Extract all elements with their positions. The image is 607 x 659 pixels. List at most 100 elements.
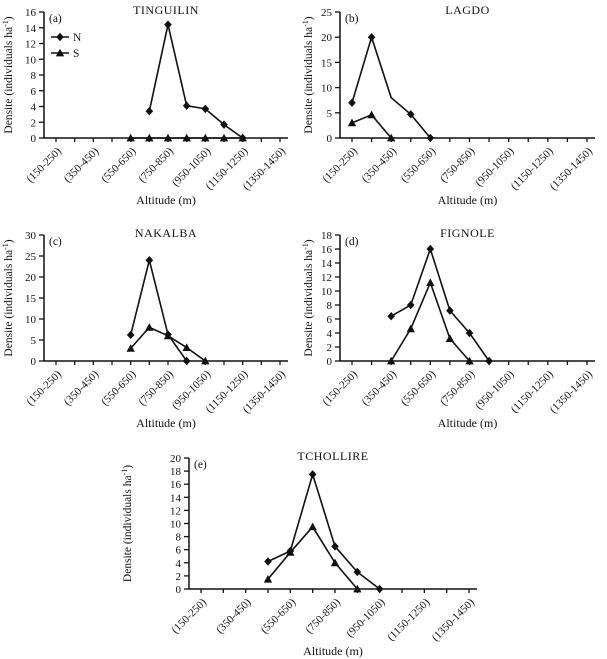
panel-b-lagdo: LAGDO (b) 0 5 10 15 20 25 (150-250) (350-450) (550… (300, 0, 607, 223)
y-tick-label: 10 (321, 83, 333, 95)
series-N (145, 20, 247, 143)
x-tick-label: (150-250) (320, 368, 360, 408)
chart-title: TCHOLLIRE (297, 449, 368, 463)
diamond-marker-N (465, 328, 474, 338)
x-tick-label: (550-650) (99, 368, 139, 408)
triangle-marker-S (126, 344, 135, 352)
diamond-marker-N (426, 133, 435, 143)
y-axis-label: Densite (individuals ha-1) (301, 16, 315, 133)
triangle-marker-S (163, 133, 173, 142)
diamond-marker-N (220, 120, 228, 129)
legend-triangle-icon (55, 48, 65, 57)
chart-svg-lagdo: LAGDO (b) 0 5 10 15 20 25 (150-250) (350-450) (550… (301, 3, 595, 207)
y-tick-label: 0 (175, 584, 181, 596)
x-tick-label: (550-650) (99, 145, 139, 185)
y-tick-label: 0 (31, 133, 37, 145)
y-axis-label: Densite (individuals ha-1) (1, 16, 15, 133)
triangle-marker-S (307, 522, 317, 531)
triangle-marker-S (163, 331, 173, 340)
diamond-marker-N (182, 356, 191, 366)
y-axis-ticks: 0 5 10 15 20 25 30 (25, 230, 44, 368)
y-tick-label: 5 (327, 108, 333, 120)
triangle-marker-S (285, 548, 295, 556)
series-S (347, 110, 396, 142)
triangle-marker-S (367, 110, 376, 119)
y-tick-label: 14 (321, 258, 333, 270)
diamond-marker-N (348, 98, 356, 107)
x-axis-label: Altitude (m) (136, 193, 196, 207)
x-tick-label: (150-250) (24, 368, 64, 408)
panel-d-fignole: FIGNOLE (d) 0 2 4 6 8 10 12 14 16 18 (150-250) (350-4… (300, 223, 607, 446)
triangle-marker-S (238, 133, 247, 142)
y-tick-label: 10 (321, 286, 333, 298)
series-S (126, 133, 247, 142)
y-tick-label: 4 (175, 558, 181, 570)
x-tick-label: (750-850) (438, 145, 478, 185)
y-tick-label: 4 (327, 328, 333, 340)
figure-row-3: TCHOLLIRE (e) 0 2 4 6 8 10 12 14 16 18 20 (150-250) (3… (0, 446, 607, 659)
y-tick-label: 0 (327, 133, 333, 145)
y-tick-label: 12 (25, 39, 36, 51)
triangle-marker-S (126, 133, 135, 142)
chart-svg-fignole: FIGNOLE (d) 0 2 4 6 8 10 12 14 16 18 (150-250) (350-4… (301, 226, 595, 430)
x-tick-label: (150-250) (320, 145, 360, 185)
panel-a-tinguilin: TINGUILIN (a) 0 2 4 6 8 10 12 14 16 (150-250) (350-4… (0, 0, 300, 223)
y-tick-label: 30 (25, 230, 37, 242)
x-tick-label: (1350-1450) (429, 596, 477, 644)
x-tick-label: (750-850) (303, 596, 343, 636)
diamond-marker-N (485, 356, 493, 366)
x-tick-label: (150-250) (24, 145, 64, 185)
triangle-marker-S (465, 356, 474, 365)
panel-letter: (c) (49, 236, 62, 248)
y-axis-ticks: 0 2 4 6 8 10 12 14 16 (25, 7, 44, 145)
diamond-marker-N (375, 584, 383, 594)
y-tick-label: 8 (327, 300, 333, 312)
x-tick-label: (550-650) (399, 368, 439, 408)
series-line-S (351, 113, 392, 139)
triangle-marker-S (347, 118, 357, 127)
y-tick-label: 25 (25, 251, 37, 263)
triangle-marker-S (406, 324, 415, 333)
y-tick-label: 20 (25, 272, 37, 284)
diamond-marker-N (446, 306, 454, 315)
legend-diamond-icon (56, 32, 64, 42)
x-axis-label: Altitude (m) (438, 193, 498, 207)
axes (339, 12, 595, 139)
y-tick-label: 5 (31, 335, 37, 347)
series-line-N (148, 24, 244, 139)
chart-svg-nakalba: NAKALBA (c) 0 5 10 15 20 25 30 (150-250)(350-450)… (1, 226, 288, 430)
y-axis-label: Densite (individuals ha-1) (301, 239, 315, 356)
x-tick-label: (350-450) (360, 368, 400, 408)
y-tick-label: 18 (321, 230, 333, 242)
x-axis-label: Altitude (m) (438, 416, 498, 430)
y-tick-label: 6 (31, 86, 37, 98)
series-S (126, 323, 210, 365)
y-tick-label: 10 (170, 519, 182, 531)
x-tick-label: (1150-1250) (385, 596, 432, 643)
y-axis-label: Densite (individuals ha-1) (1, 239, 15, 356)
chart-title: LAGDO (445, 3, 490, 17)
x-tick-label: (750-850) (438, 368, 478, 408)
triangle-marker-S (201, 356, 210, 365)
y-axis-ticks: 0 2 4 6 8 10 12 14 16 18 (321, 230, 340, 368)
y-tick-label: 25 (321, 7, 333, 19)
series-N (263, 470, 383, 594)
triangle-marker-S (352, 584, 362, 593)
y-tick-label: 8 (175, 532, 181, 544)
triangle-marker-S (145, 323, 154, 331)
triangle-marker-S (201, 133, 210, 142)
figure-row-1: TINGUILIN (a) 0 2 4 6 8 10 12 14 16 (150-250) (350-4… (0, 0, 607, 223)
y-tick-label: 18 (170, 466, 182, 478)
y-tick-label: 6 (327, 314, 333, 326)
axes (187, 458, 477, 590)
y-tick-label: 16 (321, 244, 333, 256)
diamond-marker-N (182, 101, 191, 110)
axes (43, 235, 288, 362)
panel-letter: (d) (345, 236, 359, 248)
y-tick-label: 12 (170, 505, 181, 517)
y-tick-label: 16 (170, 479, 182, 491)
series-line-N (129, 260, 188, 362)
panel-letter: (b) (345, 13, 359, 25)
